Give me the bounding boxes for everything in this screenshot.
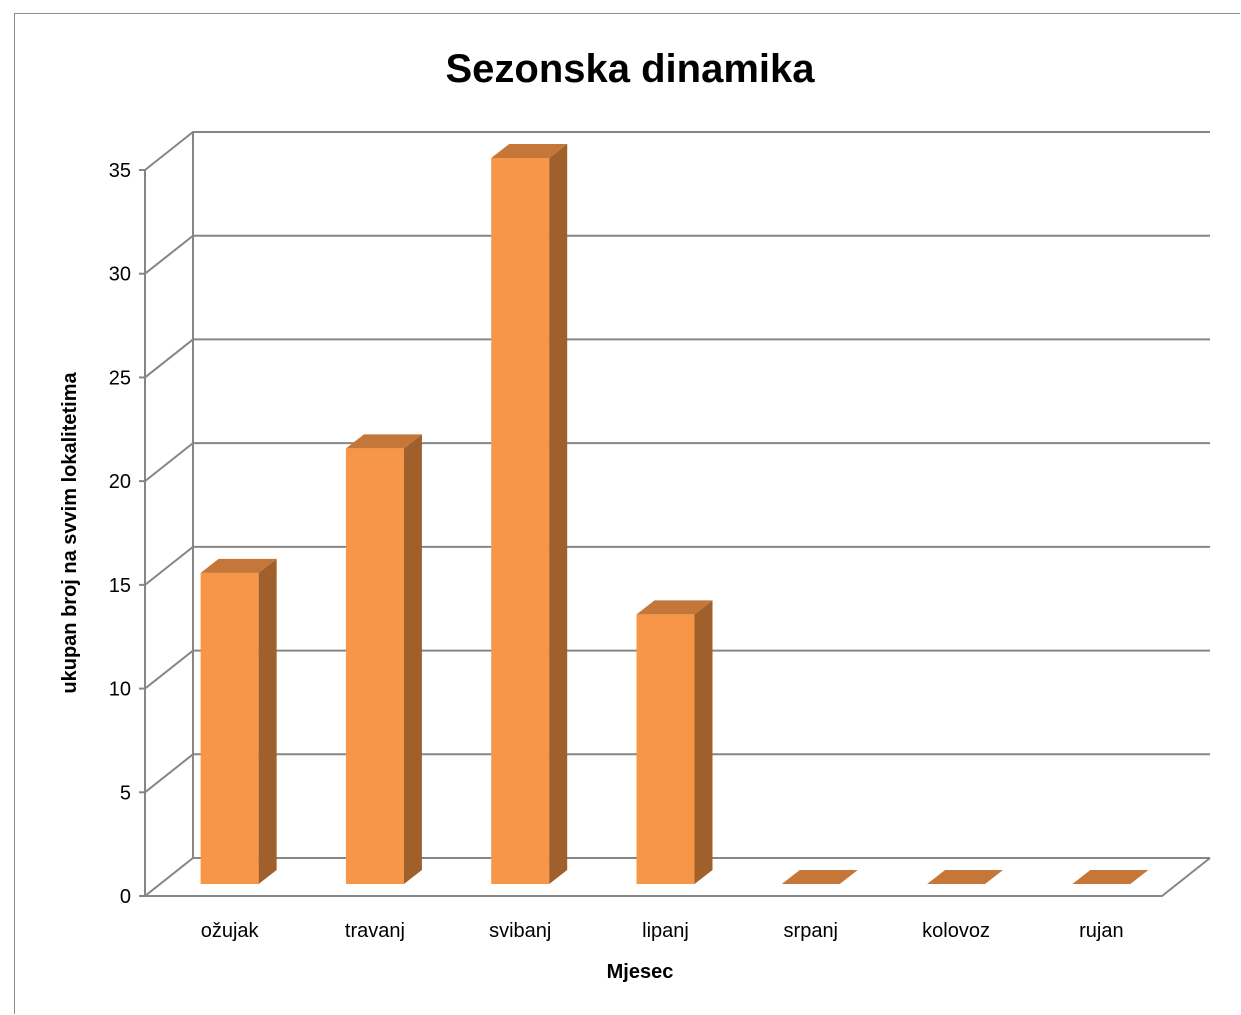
x-tick-labels: ožujak travanj svibanj lipanj srpanj kolovoz r… [201, 920, 1124, 942]
x-tick-label: kolovoz [922, 920, 990, 942]
bar-top [927, 870, 1004, 884]
y-tick-labels: 0 5 10 15 20 25 30 35 [109, 160, 131, 908]
y-tick-label: 15 [109, 575, 131, 597]
gridline [144, 545, 1210, 586]
bar-side [549, 144, 568, 884]
gridline [144, 338, 1210, 379]
bar-ožujak [200, 558, 277, 884]
y-tick-label: 25 [109, 367, 131, 389]
x-tick-label: rujan [1079, 920, 1123, 942]
bar-front [345, 448, 404, 884]
bar-srpanj [781, 870, 858, 884]
bar-top [1072, 870, 1149, 884]
y-tick-label: 5 [120, 782, 131, 804]
chart-frame [14, 13, 1240, 1014]
bar-rujan [1072, 870, 1149, 884]
bars [200, 144, 1149, 884]
x-tick-label: lipanj [642, 920, 689, 942]
x-tick-label: svibanj [489, 920, 551, 942]
x-axis-title: Mjesec [607, 961, 674, 983]
bar-side [258, 558, 277, 884]
chart-title: Sezonska dinamika [445, 47, 815, 91]
gridline [144, 131, 1210, 171]
y-axis-title: ukupan broj na svvim lokalitetima [59, 372, 81, 694]
bar-top [781, 870, 858, 884]
bar-travanj [345, 434, 422, 884]
gridline [144, 442, 1210, 482]
bar-lipanj [636, 600, 713, 884]
bar-top [345, 434, 422, 449]
gridlines [139, 131, 1211, 897]
bar-front [491, 158, 550, 884]
x-tick-label: ožujak [201, 920, 260, 942]
bar-top [636, 600, 713, 615]
bar-side [694, 600, 713, 884]
y-tick-label: 30 [109, 264, 131, 286]
bar-top [491, 144, 568, 158]
y-tick-label: 35 [109, 160, 131, 182]
bar-top [200, 558, 277, 573]
bar-front [200, 572, 259, 884]
x-tick-label: travanj [345, 920, 405, 942]
bar-svibanj [491, 144, 568, 884]
gridline [144, 234, 1210, 275]
bar-side [403, 434, 422, 884]
y-tick-label: 0 [120, 886, 131, 908]
bar-front [636, 614, 695, 884]
bar-kolovoz [927, 870, 1004, 884]
y-tick-label: 10 [109, 679, 131, 701]
y-tick-label: 20 [109, 471, 131, 493]
floor-edge [145, 857, 1211, 897]
x-tick-label: srpanj [784, 920, 838, 942]
